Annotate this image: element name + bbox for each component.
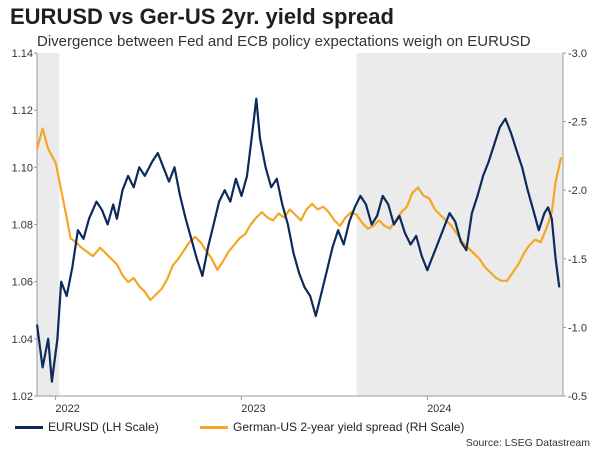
left-tick-label-6: 1.14 [12, 48, 33, 60]
left-tick-label-3: 1.08 [12, 220, 33, 232]
shaded-region-0 [37, 53, 60, 396]
right-tick-label-4: -2.5 [568, 117, 587, 129]
legend-eurusd: EURUSD (LH Scale) [15, 420, 159, 434]
x-tick-label-0: 2022 [55, 403, 79, 415]
right-tick-label-3: -2.0 [568, 185, 587, 197]
right-tick-label-1: -1.0 [568, 322, 587, 334]
legend-spread-label: German-US 2-year yield spread (RH Scale) [233, 420, 465, 434]
legend-spread: German-US 2-year yield spread (RH Scale) [200, 420, 464, 434]
legend-eurusd-label: EURUSD (LH Scale) [48, 420, 159, 434]
legend-eurusd-swatch [15, 425, 43, 429]
right-tick-label-2: -1.5 [568, 254, 587, 266]
x-tick-label-2: 2024 [427, 403, 451, 415]
yield-spread-line [35, 127, 563, 302]
left-tick-label-4: 1.10 [12, 162, 33, 174]
left-tick-label-2: 1.06 [12, 277, 33, 289]
x-tick-label-1: 2023 [241, 403, 265, 415]
chart-title: EURUSD vs Ger-US 2yr. yield spread [10, 4, 394, 29]
left-tick-label-1: 1.04 [12, 334, 33, 346]
source-note: Source: LSEG Datastream [465, 437, 590, 449]
right-tick-label-5: -3.0 [568, 48, 587, 60]
eurusd-line [35, 97, 561, 383]
shaded-region-1 [356, 53, 563, 396]
chart-subtitle: Divergence between Fed and ECB policy ex… [37, 33, 531, 50]
left-tick-label-5: 1.12 [12, 105, 33, 117]
left-tick-label-0: 1.02 [12, 391, 33, 403]
legend-spread-swatch [200, 425, 228, 429]
right-tick-label-0: -0.5 [568, 391, 587, 403]
